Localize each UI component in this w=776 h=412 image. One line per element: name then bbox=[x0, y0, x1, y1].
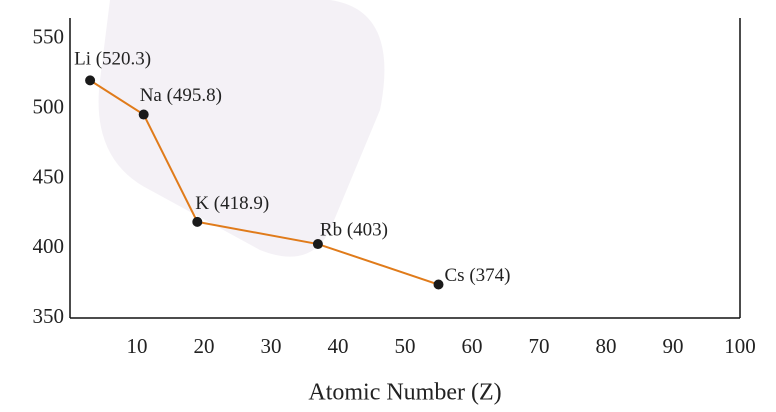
point bbox=[312, 239, 323, 250]
x-axis-label: Atomic Number (Z) bbox=[308, 380, 501, 406]
y-tick-label: 400 bbox=[33, 234, 65, 258]
point-label: Cs (374) bbox=[445, 265, 511, 286]
x-tick-label: 60 bbox=[462, 334, 483, 358]
x-tick-label: 10 bbox=[127, 334, 148, 358]
y-tick-label: 550 bbox=[33, 25, 65, 49]
point-label: K (418.9) bbox=[195, 193, 269, 214]
y-tick-label: 500 bbox=[33, 95, 65, 119]
watermark bbox=[98, 0, 385, 257]
point bbox=[85, 75, 96, 86]
x-tick-label: 100 bbox=[724, 334, 756, 358]
point-label: Li (520.3) bbox=[74, 49, 151, 70]
x-tick-label: 90 bbox=[663, 334, 684, 358]
x-tick-label: 70 bbox=[529, 334, 550, 358]
point bbox=[138, 109, 149, 120]
x-tick-label: 30 bbox=[261, 334, 282, 358]
point-label: Na (495.8) bbox=[140, 85, 222, 106]
x-tick-label: 20 bbox=[194, 334, 215, 358]
x-tick-label: 50 bbox=[395, 334, 416, 358]
point bbox=[192, 216, 203, 227]
y-tick-label: 350 bbox=[33, 304, 65, 328]
x-tick-label: 80 bbox=[596, 334, 617, 358]
y-tick-label: 450 bbox=[33, 164, 65, 188]
point-label: Rb (403) bbox=[320, 219, 388, 240]
x-tick-label: 40 bbox=[328, 334, 349, 358]
point bbox=[433, 279, 444, 290]
